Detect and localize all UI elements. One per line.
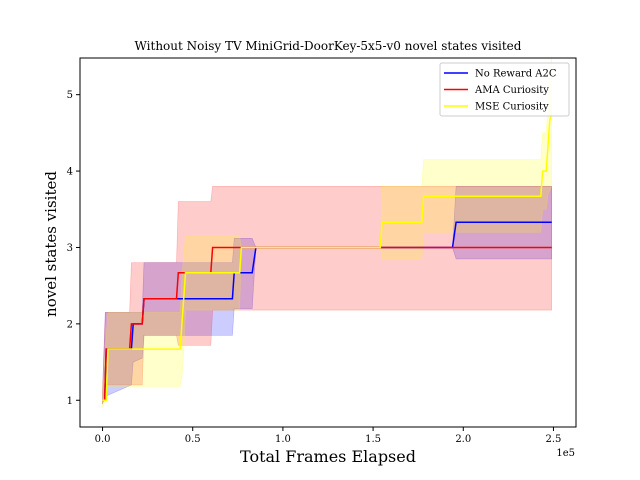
y-axis-ticks: 1 2 3 4 5 (67, 90, 80, 407)
band-series-2 (102, 56, 552, 408)
y-tick-label: 5 (67, 90, 73, 101)
x-axis-label: Total Frames Elapsed (240, 447, 416, 466)
x-axis-ticks: 0.0 0.5 1.0 1.5 2.0 2.5 (95, 427, 562, 445)
chart-title: Without Noisy TV MiniGrid-DoorKey-5x5-v0… (135, 39, 522, 53)
x-tick-label: 0.5 (185, 434, 201, 445)
legend-label-1: AMA Curiosity (474, 85, 549, 96)
band-series-0 (102, 186, 552, 405)
x-tick-label: 1.5 (365, 434, 381, 445)
x-tick-label: 1.0 (275, 434, 291, 445)
y-axis-label: novel states visited (42, 171, 60, 317)
series-lines (102, 113, 553, 402)
band-series-1 (102, 186, 552, 405)
line-series-2 (102, 113, 553, 402)
legend-box (439, 62, 570, 117)
legend: No Reward A2C AMA Curiosity MSE Curiosity (439, 62, 570, 117)
x-tick-label: 2.5 (546, 434, 562, 445)
y-tick-label: 4 (67, 167, 73, 178)
legend-label-0: No Reward A2C (475, 69, 557, 80)
plot-area (102, 56, 553, 408)
legend-label-2: MSE Curiosity (475, 102, 549, 113)
y-tick-label: 2 (67, 319, 73, 330)
y-tick-label: 3 (67, 243, 73, 254)
x-tick-label: 0.0 (95, 434, 111, 445)
plot-frame (79, 57, 577, 428)
confidence-bands (102, 56, 552, 408)
x-offset-label: 1e5 (556, 448, 575, 459)
line-series-1 (102, 246, 552, 402)
y-tick-label: 1 (67, 396, 73, 407)
x-tick-label: 2.0 (455, 434, 471, 445)
